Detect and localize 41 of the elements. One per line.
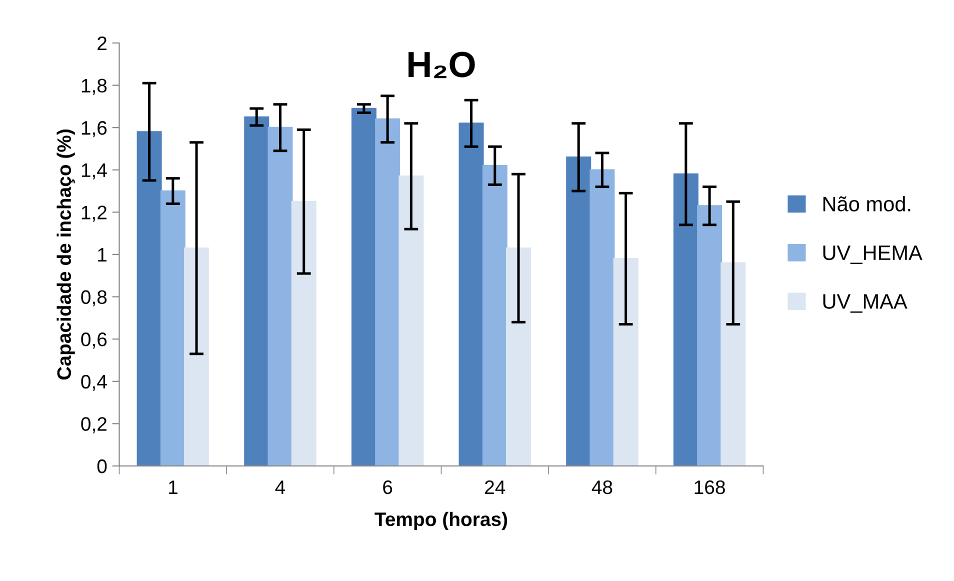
bar — [697, 205, 722, 466]
legend-label: Não mod. — [823, 196, 910, 212]
x-tick-label: 4 — [275, 480, 286, 494]
bar — [375, 118, 400, 466]
bar — [351, 108, 376, 466]
y-tick-label: 0,8 — [81, 290, 107, 306]
y-tick-label: 0,4 — [81, 374, 107, 391]
y-tick-label: 2 — [98, 36, 106, 50]
bar — [160, 190, 186, 466]
x-axis-title: Tempo (horas) — [374, 512, 508, 530]
y-tick-label: 1,4 — [82, 164, 107, 180]
y-axis-title: Capacidade de inchaço (%) — [56, 130, 75, 380]
bar — [482, 164, 508, 466]
bar — [506, 247, 531, 466]
bar — [136, 131, 162, 466]
y-tick-label: 1 — [98, 248, 106, 262]
bar — [458, 122, 484, 466]
bar — [184, 247, 210, 466]
bar — [720, 262, 746, 466]
bar — [613, 258, 638, 466]
bar — [291, 200, 316, 466]
x-tick-label: 48 — [592, 480, 612, 494]
x-tick-label: 1 — [168, 480, 178, 494]
bar — [590, 169, 615, 466]
x-tick-label: 6 — [383, 480, 392, 494]
bar — [268, 126, 293, 466]
legend-label: UV_HEMA — [823, 246, 922, 264]
bar — [244, 116, 270, 466]
y-tick-label: 0 — [97, 459, 107, 474]
bar — [673, 173, 698, 466]
y-tick-label: 0,6 — [81, 332, 107, 349]
bar — [398, 176, 424, 466]
y-tick-label: 1,8 — [82, 78, 107, 95]
x-tick-label: 168 — [694, 480, 725, 494]
x-tick-label: 24 — [485, 480, 506, 494]
y-tick-label: 1,2 — [82, 206, 106, 222]
y-tick-label: 1,6 — [82, 121, 107, 138]
chart-title: H₂O — [408, 52, 475, 78]
y-tick-label: 0,2 — [81, 417, 106, 434]
legend-label: UV_MAA — [823, 294, 908, 313]
bar — [566, 156, 592, 466]
